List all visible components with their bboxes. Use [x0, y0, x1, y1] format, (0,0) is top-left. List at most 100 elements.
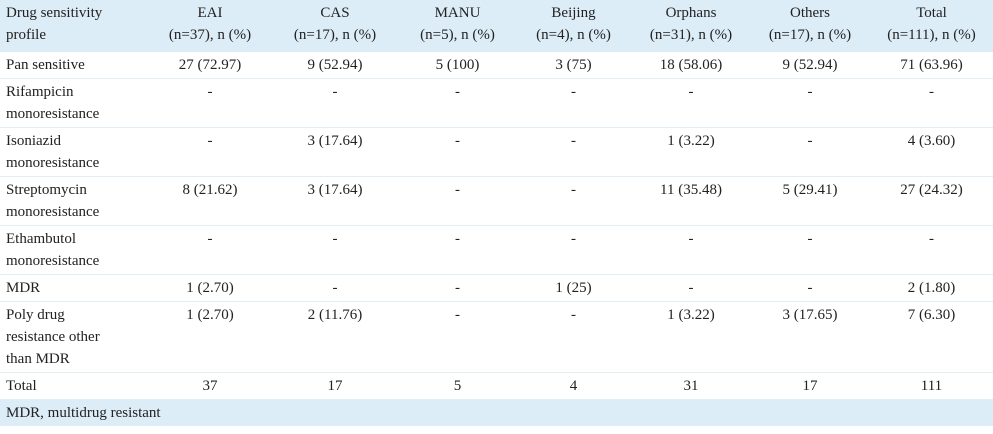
row-label: Pan sensitive: [0, 52, 150, 79]
label-line: than MDR: [6, 351, 70, 367]
cell: 1 (3.22): [667, 307, 715, 323]
header-line: (n=37), n (%): [168, 27, 252, 43]
header-row: Drug sensitivity profile EAI (n=37), n (%) C…: [0, 0, 993, 52]
cell: 71 (63.96): [900, 57, 963, 73]
cell: -: [455, 84, 460, 100]
row-label: Ethambutol monoresistance: [0, 226, 150, 275]
header-line: (n=17), n (%): [293, 27, 377, 43]
table-row: Pan sensitive 27 (72.97) 9 (52.94) 5 (100) 3…: [0, 52, 993, 79]
cell: 4: [569, 378, 578, 394]
label-line: Rifampicin: [6, 84, 74, 100]
label-line: Streptomycin: [6, 182, 87, 198]
header-cell: Orphans (n=31), n (%): [632, 0, 750, 52]
table-header: Drug sensitivity profile EAI (n=37), n (%) C…: [0, 0, 993, 52]
cell: 5 (100): [435, 57, 480, 73]
header-line: (n=111), n (%): [887, 27, 976, 43]
cell: 9 (52.94): [782, 57, 838, 73]
header-line: Beijing: [551, 5, 596, 21]
header-cell: MANU (n=5), n (%): [400, 0, 515, 52]
header-line: CAS: [320, 5, 350, 21]
cell: 27 (72.97): [178, 57, 242, 73]
header-line: (n=5), n (%): [420, 27, 495, 43]
label-line: monoresistance: [6, 204, 100, 220]
label-line: Ethambutol: [6, 231, 76, 247]
header-line: (n=17), n (%): [768, 27, 852, 43]
label-line: Isoniazid: [6, 133, 61, 149]
cell: -: [455, 307, 460, 323]
cell: -: [571, 182, 576, 198]
footnote: MDR, multidrug resistant: [0, 400, 993, 426]
cell: 2 (11.76): [307, 307, 363, 323]
header-line: MANU: [434, 5, 481, 21]
row-label: Isoniazid monoresistance: [0, 128, 150, 177]
label-line: resistance other: [6, 329, 100, 345]
header-line: Drug sensitivity: [6, 5, 103, 21]
cell: -: [807, 280, 813, 296]
cell: 4 (3.60): [907, 133, 956, 149]
header-line: Others: [790, 5, 830, 21]
header-cell: Beijing (n=4), n (%): [515, 0, 632, 52]
cell: -: [332, 84, 338, 100]
header-line: Total: [916, 5, 947, 21]
header-line: (n=4), n (%): [536, 27, 611, 43]
cell: 37: [202, 378, 218, 394]
label-line: Pan sensitive: [6, 57, 85, 73]
header-line: profile: [6, 27, 46, 43]
row-label: Poly drug resistance other than MDR: [0, 302, 150, 373]
cell: -: [571, 231, 576, 247]
cell: 5 (29.41): [782, 182, 838, 198]
cell: 111: [920, 378, 943, 394]
row-label: Total: [0, 373, 150, 400]
cell: 1 (2.70): [186, 307, 234, 323]
cell: 9 (52.94): [307, 57, 363, 73]
cell: -: [455, 231, 460, 247]
data-table: Drug sensitivity profile EAI (n=37), n (%) C…: [0, 0, 993, 400]
cell: -: [571, 307, 576, 323]
cell: -: [807, 231, 813, 247]
cell: -: [688, 280, 694, 296]
table-body: Pan sensitive 27 (72.97) 9 (52.94) 5 (100) 3…: [0, 52, 993, 400]
table-row: Poly drug resistance other than MDR 1 (2.70…: [0, 302, 993, 373]
header-cell: Total (n=111), n (%): [870, 0, 993, 52]
cell: -: [207, 133, 213, 149]
cell: 1 (2.70): [186, 280, 234, 296]
table-row: MDR 1 (2.70) - - 1 (25) - - 2 (1.80): [0, 275, 993, 302]
table-row: Total 37 17 5 4 31 17 111: [0, 373, 993, 400]
cell: -: [688, 231, 694, 247]
cell: -: [332, 280, 338, 296]
cell: -: [455, 280, 460, 296]
cell: -: [207, 84, 213, 100]
label-line: MDR: [6, 280, 41, 296]
cell: -: [571, 84, 576, 100]
cell: 18 (58.06): [659, 57, 723, 73]
label-line: monoresistance: [6, 253, 100, 269]
cell: -: [929, 84, 934, 100]
cell: 1 (3.22): [667, 133, 715, 149]
row-label: Streptomycin monoresistance: [0, 177, 150, 226]
cell: 3 (75): [555, 57, 592, 73]
cell: 8 (21.62): [182, 182, 238, 198]
cell: 3 (17.64): [307, 182, 363, 198]
label-line: monoresistance: [6, 106, 100, 122]
cell: 11 (35.48): [660, 182, 722, 198]
row-label: Rifampicin monoresistance: [0, 79, 150, 128]
cell: 27 (24.32): [900, 182, 963, 198]
header-cell: Drug sensitivity profile: [0, 0, 150, 52]
cell: 1 (25): [555, 280, 592, 296]
cell: 7 (6.30): [907, 307, 956, 323]
header-line: EAI: [197, 5, 223, 21]
cell: 5: [453, 378, 462, 394]
header-line: (n=31), n (%): [649, 27, 733, 43]
cell: 2 (1.80): [907, 280, 956, 296]
cell: -: [807, 84, 813, 100]
cell: -: [332, 231, 338, 247]
cell: 3 (17.65): [782, 307, 838, 323]
header-line: Orphans: [665, 5, 717, 21]
cell: -: [207, 231, 213, 247]
cell: 31: [683, 378, 699, 394]
cell: -: [807, 133, 813, 149]
cell: 17: [327, 378, 343, 394]
table-row: Streptomycin monoresistance 8 (21.62) 3 (17…: [0, 177, 993, 226]
table-row: Rifampicin monoresistance - - - - - - -: [0, 79, 993, 128]
cell: 3 (17.64): [307, 133, 363, 149]
